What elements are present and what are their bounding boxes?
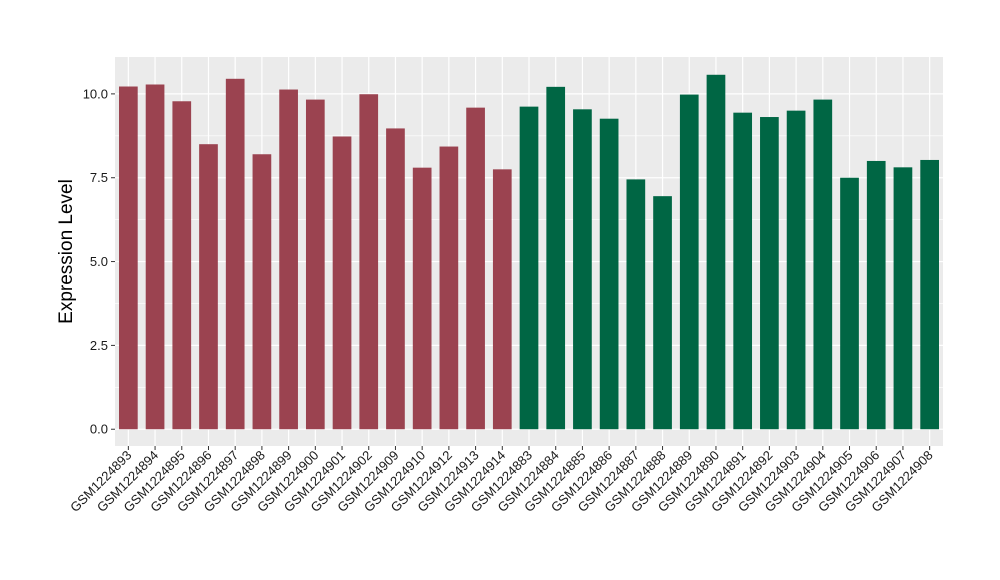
bar-GSM1224898 [252,154,272,430]
bar-GSM1224887 [626,179,646,430]
y-tick-label: 7.5 [90,170,108,185]
y-tick-label: 5.0 [90,254,108,269]
bar-GSM1224913 [466,107,485,430]
bar-GSM1224904 [813,99,833,430]
bar-GSM1224908 [920,159,939,430]
bar-GSM1224890 [706,74,726,430]
bar-GSM1224891 [733,112,753,430]
bar-GSM1224900 [305,99,325,430]
bar-GSM1224888 [653,196,672,430]
bars [119,74,939,430]
bar-GSM1224912 [439,146,459,430]
bar-GSM1224889 [679,94,699,430]
bar-GSM1224899 [279,89,298,430]
bar-GSM1224905 [840,177,859,430]
bar-GSM1224893 [119,86,138,430]
bar-GSM1224909 [386,128,405,430]
bar-GSM1224884 [546,86,566,430]
y-tick-label: 10.0 [83,86,108,101]
y-tick-label: 2.5 [90,338,108,353]
y-axis-title: Expression Level [56,179,77,324]
bar-GSM1224886 [599,118,619,430]
bar-GSM1224906 [866,160,886,430]
bar-GSM1224892 [760,117,779,430]
y-tick-label: 0.0 [90,422,108,437]
bar-GSM1224897 [225,78,245,430]
bar-GSM1224895 [172,101,192,430]
bar-GSM1224910 [412,167,432,430]
bar-GSM1224896 [199,144,218,430]
bar-GSM1224914 [492,169,512,430]
y-axis: 0.0 2.5 5.0 7.5 10.0 [83,86,115,437]
bar-GSM1224885 [573,109,592,430]
bar-GSM1224903 [786,110,806,430]
bar-GSM1224902 [359,94,379,430]
bar-GSM1224883 [519,106,539,430]
bar-GSM1224907 [893,167,913,430]
x-axis: GSM1224893GSM1224894GSM1224895GSM1224896… [67,446,936,515]
bar-GSM1224894 [145,84,165,430]
bar-GSM1224901 [332,136,352,430]
